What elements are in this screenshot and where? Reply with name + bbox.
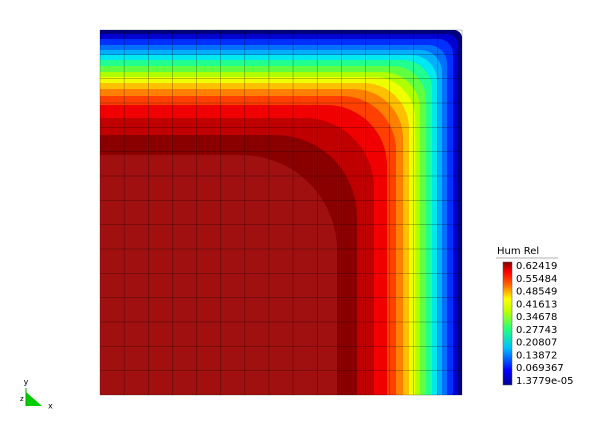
colorbar-title: Hum Rel	[497, 246, 539, 257]
colorbar-label: 1.3779e-05	[516, 376, 573, 387]
colorbar-label: 0.62419	[516, 261, 557, 272]
triad-z-label: z	[20, 395, 24, 403]
triad-y-label: y	[24, 378, 29, 387]
colorbar-label: 0.34678	[516, 312, 557, 323]
colorbar-label: 0.48549	[516, 287, 557, 298]
colorbar-label: 0.20807	[516, 338, 557, 349]
colorbar-label: 0.55484	[516, 274, 557, 285]
colorbar-label: 0.41613	[516, 299, 557, 310]
contour-field	[100, 30, 462, 395]
triad-plane	[26, 392, 42, 406]
colorbar-label: 0.069367	[516, 363, 564, 374]
mesh-grid	[99, 29, 463, 396]
contour-band	[100, 155, 337, 395]
colorbar-label: 0.13872	[516, 350, 557, 361]
axes-triad: y z x	[20, 378, 53, 411]
colorbar	[502, 261, 513, 386]
colorbar-label: 0.27743	[516, 325, 557, 336]
triad-x-label: x	[48, 402, 53, 411]
